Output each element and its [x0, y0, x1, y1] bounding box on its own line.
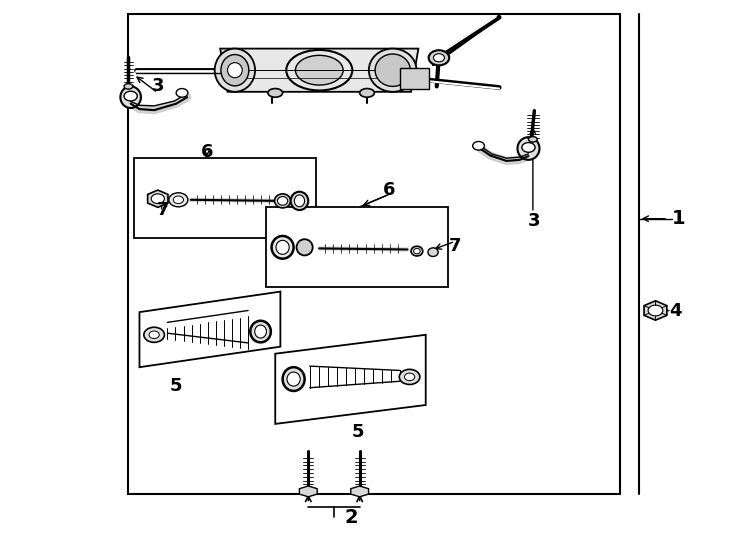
Circle shape	[473, 141, 484, 150]
Text: 6: 6	[200, 143, 214, 161]
Text: 1: 1	[672, 209, 686, 228]
Text: 7: 7	[448, 237, 462, 255]
Ellipse shape	[375, 54, 410, 86]
Text: 6: 6	[382, 181, 396, 199]
Text: 3: 3	[528, 212, 541, 231]
Circle shape	[169, 193, 188, 207]
Circle shape	[404, 373, 415, 381]
Bar	[400, 68, 429, 89]
Ellipse shape	[272, 236, 294, 259]
Ellipse shape	[214, 49, 255, 92]
Polygon shape	[148, 190, 168, 207]
Bar	[266, 207, 448, 287]
Ellipse shape	[268, 89, 283, 97]
Ellipse shape	[255, 325, 266, 338]
Circle shape	[149, 331, 159, 339]
Polygon shape	[220, 49, 418, 92]
Ellipse shape	[411, 246, 423, 256]
Ellipse shape	[294, 195, 305, 207]
Ellipse shape	[228, 63, 242, 78]
Polygon shape	[644, 301, 667, 320]
Polygon shape	[351, 486, 368, 497]
Ellipse shape	[295, 55, 344, 85]
Ellipse shape	[283, 367, 305, 391]
Text: 5: 5	[170, 377, 183, 395]
Ellipse shape	[250, 321, 271, 342]
Ellipse shape	[276, 240, 289, 254]
Text: 7: 7	[156, 200, 170, 219]
Text: 3: 3	[151, 77, 164, 96]
Ellipse shape	[291, 192, 308, 210]
Ellipse shape	[360, 89, 374, 97]
Circle shape	[176, 89, 188, 97]
Ellipse shape	[517, 137, 539, 160]
Polygon shape	[139, 292, 280, 367]
Ellipse shape	[275, 194, 291, 208]
Ellipse shape	[368, 49, 417, 92]
Ellipse shape	[433, 53, 444, 62]
Ellipse shape	[286, 50, 352, 90]
Circle shape	[151, 194, 164, 204]
Ellipse shape	[277, 197, 288, 205]
Ellipse shape	[124, 84, 133, 89]
Text: 2: 2	[344, 508, 357, 527]
Bar	[128, 14, 620, 494]
Circle shape	[399, 369, 420, 384]
Ellipse shape	[528, 137, 537, 142]
Ellipse shape	[428, 248, 438, 256]
Text: 5: 5	[352, 423, 365, 441]
Ellipse shape	[120, 86, 141, 108]
Ellipse shape	[287, 372, 300, 386]
Bar	[134, 158, 316, 238]
Ellipse shape	[302, 488, 315, 495]
Circle shape	[648, 305, 663, 316]
Polygon shape	[275, 335, 426, 424]
Ellipse shape	[429, 50, 449, 65]
Ellipse shape	[414, 248, 420, 254]
Ellipse shape	[297, 239, 313, 255]
Ellipse shape	[522, 143, 535, 152]
Circle shape	[144, 327, 164, 342]
Text: 4: 4	[669, 301, 682, 320]
Circle shape	[173, 196, 184, 204]
Ellipse shape	[221, 55, 249, 86]
Ellipse shape	[124, 91, 137, 101]
Polygon shape	[299, 486, 317, 497]
Ellipse shape	[353, 488, 366, 495]
